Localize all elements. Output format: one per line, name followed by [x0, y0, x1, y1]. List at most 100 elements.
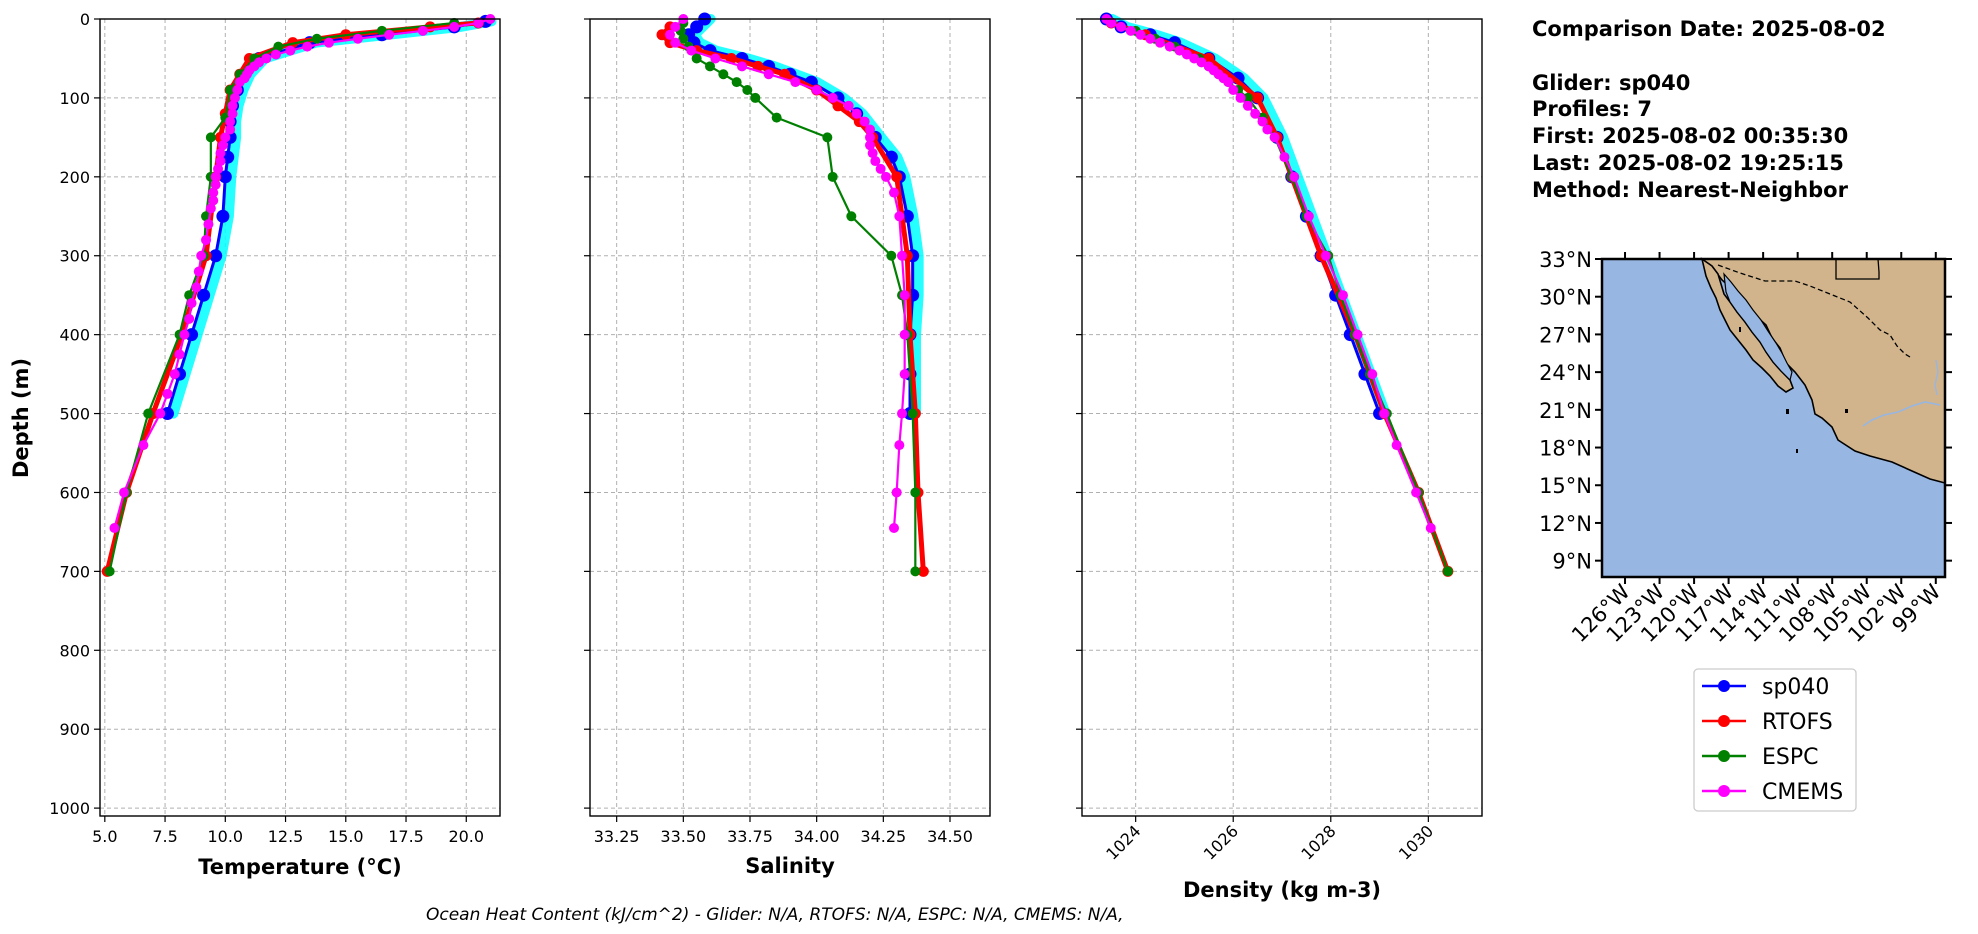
depth-axis-label: Depth (m) [9, 358, 33, 478]
data-point-espc [1442, 566, 1453, 577]
depth-tick-label: 500 [59, 405, 90, 424]
data-point-cmems [851, 108, 862, 119]
data-point-cmems [215, 156, 226, 167]
data-point-cmems [897, 408, 907, 419]
map-border-us-state [1835, 258, 1880, 280]
temperature-x-tick-label: 17.5 [388, 827, 424, 846]
series-cmems [1101, 14, 1436, 533]
data-point-cmems [229, 92, 240, 103]
data-point-cmems [213, 163, 224, 174]
legend-label: ESPC [1762, 745, 1819, 770]
data-point-cmems [686, 45, 697, 56]
data-point-espc [827, 171, 838, 182]
data-point-cmems [899, 369, 910, 380]
map-island-2 [1786, 409, 1789, 414]
data-point-cmems [670, 21, 681, 32]
data-point-cmems [875, 163, 886, 174]
data-point-cmems [1250, 108, 1261, 119]
data-point-cmems [323, 37, 334, 48]
map-island-1 [1845, 409, 1848, 413]
data-point-cmems [203, 219, 214, 230]
data-point-cmems [1145, 33, 1156, 44]
data-point-cmems [870, 156, 881, 167]
data-point-sp040 [197, 288, 211, 302]
data-point-cmems [138, 440, 149, 451]
data-point-cmems [179, 329, 190, 340]
data-point-cmems [1262, 124, 1273, 135]
salinity-panel: 33.25 33.50 33.75 34.00 34.25 34.50 Salinity [584, 12, 991, 878]
density-series-layer [1099, 12, 1454, 577]
data-point-espc [104, 566, 115, 577]
data-point-cmems [894, 440, 905, 451]
data-point-cmems [1223, 77, 1234, 88]
data-point-cmems [1125, 25, 1136, 36]
data-point-espc [822, 132, 833, 143]
map-river-north [1934, 359, 1939, 396]
map-lat-label: 18°N [1539, 437, 1592, 461]
density-x-tick-label: 1028 [1297, 821, 1339, 863]
data-point-sp040 [216, 209, 230, 223]
data-point-cmems [1196, 57, 1207, 68]
depth-tick-label: 700 [59, 562, 90, 581]
data-point-cmems [889, 187, 899, 198]
salinity-x-tick-label: 34.25 [860, 827, 906, 846]
data-point-espc [143, 408, 154, 419]
data-point-cmems [881, 171, 891, 182]
data-point-cmems [1235, 92, 1246, 103]
temperature-x-tick-label: 10.0 [207, 827, 243, 846]
data-point-cmems [210, 171, 221, 182]
map-river [1862, 401, 1941, 427]
data-point-espc [311, 33, 322, 44]
legend-label: sp040 [1762, 675, 1829, 700]
data-point-espc [1242, 92, 1253, 103]
salinity-series-layer [656, 12, 929, 577]
legend: sp040 RTOFS ESPC CMEMS [1693, 668, 1857, 812]
legend-marker [1718, 715, 1730, 727]
data-point-cmems [737, 61, 747, 72]
data-point-cmems [184, 313, 195, 324]
data-point-cmems [220, 132, 231, 143]
series-cmems [665, 14, 910, 533]
data-point-cmems [1228, 85, 1239, 96]
temperature-x-tick-label: 20.0 [448, 827, 484, 846]
data-point-cmems [865, 124, 875, 135]
data-point-espc [705, 61, 715, 72]
data-point-cmems [227, 108, 238, 119]
data-point-cmems [215, 148, 226, 159]
data-point-espc [910, 566, 921, 577]
data-point-espc [731, 77, 742, 88]
data-point-rtofs [1252, 92, 1264, 104]
data-point-sp040 [218, 170, 232, 184]
comparison-date-text: Comparison Date: 2025-08-02 [1532, 17, 1886, 41]
data-point-rtofs [779, 68, 791, 80]
legend-items: sp040 RTOFS ESPC CMEMS [1702, 675, 1843, 805]
depth-tick-label: 400 [59, 326, 90, 345]
data-point-cmems [1116, 21, 1127, 32]
ocean-heat-content-text: Ocean Heat Content (kJ/cm^2) - Glider: N… [426, 905, 1124, 925]
data-point-cmems [208, 195, 219, 206]
data-point-cmems [763, 69, 774, 80]
data-point-cmems [285, 45, 296, 56]
data-point-sp040 [209, 249, 223, 263]
legend-label: CMEMS [1762, 780, 1843, 805]
map-lat-label: 12°N [1539, 512, 1592, 536]
data-point-cmems [232, 85, 243, 96]
data-point-cmems [899, 290, 910, 301]
data-point-cmems [1257, 116, 1268, 127]
data-point-cmems [710, 53, 721, 64]
data-point-cmems [1155, 37, 1166, 48]
map-frame [1600, 257, 1947, 579]
density-panel: 1024 1026 1028 1030 Density (kg m-3) [1076, 12, 1483, 902]
data-point-rtofs [891, 171, 903, 183]
salinity-x-tick-label: 33.25 [594, 827, 640, 846]
map-border-us-mexico [1717, 264, 1911, 358]
temperature-x-tick-label: 12.5 [268, 827, 304, 846]
data-point-cmems [897, 250, 907, 261]
depth-tick-label: 300 [59, 247, 90, 266]
data-point-espc [750, 92, 761, 103]
salinity-x-tick-label: 34.50 [927, 827, 973, 846]
data-point-rtofs [656, 29, 668, 41]
salinity-x-tick-label: 34.00 [794, 827, 840, 846]
legend-label: RTOFS [1762, 710, 1833, 735]
